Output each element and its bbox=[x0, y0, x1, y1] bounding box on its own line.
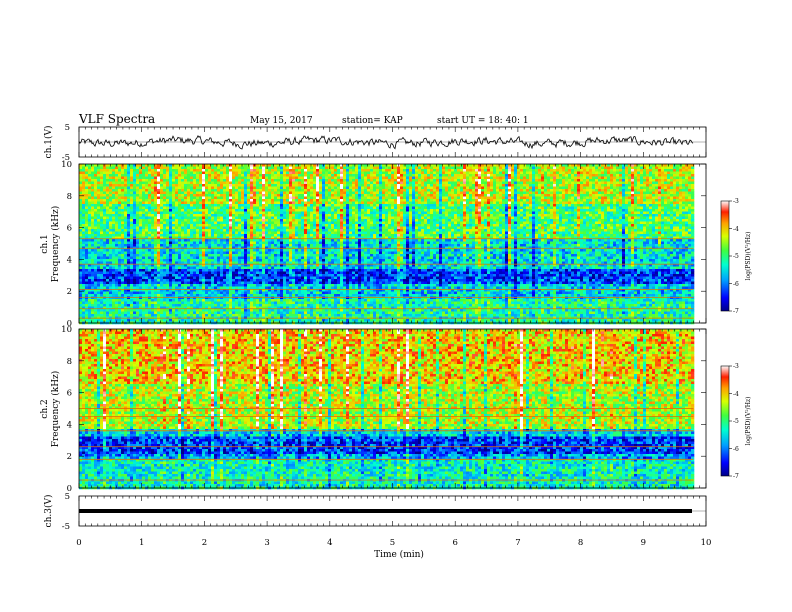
ch1-spectrogram-image bbox=[79, 164, 706, 324]
ch3-trace bbox=[79, 509, 692, 513]
ch2-colorbar: -3 -4 -5 -6 -7 log(PSD)(V²/Hz) bbox=[721, 363, 752, 480]
x-tick-label: 0 bbox=[76, 538, 81, 548]
x-tick-label: 7 bbox=[515, 538, 520, 548]
freq-tick-label: 2 bbox=[67, 287, 72, 297]
freq-tick-label: 8 bbox=[67, 357, 72, 367]
x-axis-label: Time (min) bbox=[374, 549, 424, 560]
x-tick-labels: 0 1 2 3 4 5 6 7 8 9 10 bbox=[76, 538, 711, 548]
x-tick-label: 2 bbox=[202, 538, 207, 548]
ch2-spectrogram-image bbox=[79, 329, 706, 489]
station-label: station= KAP bbox=[342, 116, 403, 126]
freq-tick-label: 6 bbox=[67, 389, 72, 399]
freq-tick-label: 8 bbox=[67, 192, 72, 202]
freq-tick-label: 6 bbox=[67, 224, 72, 234]
cb1-tick-m7: -7 bbox=[733, 308, 739, 315]
freq-tick-label: 2 bbox=[67, 452, 72, 462]
date-label: May 15, 2017 bbox=[250, 116, 313, 126]
cb1-tick-m6: -6 bbox=[733, 281, 739, 288]
cb2-tick-m4: -4 bbox=[733, 391, 739, 398]
x-tick-label: 10 bbox=[701, 538, 712, 548]
cb2-label: log(PSD)(V²/Hz) bbox=[745, 397, 752, 446]
cb2-tick-m7: -7 bbox=[733, 473, 739, 480]
ch1-ylabel-channel: ch.1 bbox=[40, 234, 50, 253]
figure-title: VLF Spectra bbox=[78, 112, 155, 126]
ch3-waveform-panel: 5 -5 ch.3(V) bbox=[43, 492, 706, 532]
ch1-ytick-top: 5 bbox=[65, 123, 70, 133]
x-tick-label: 9 bbox=[641, 538, 646, 548]
x-tick-label: 1 bbox=[139, 538, 144, 548]
cb2-tick-m6: -6 bbox=[733, 446, 739, 453]
ch3-ytick-bottom: -5 bbox=[62, 522, 70, 532]
freq-tick-label: 4 bbox=[67, 255, 72, 265]
ch1-colorbar: -3 -4 -5 -6 -7 log(PSD)(V²/Hz) bbox=[721, 198, 752, 315]
ch1-waveform-panel: 5 -5 ch.1(V) bbox=[43, 123, 706, 163]
freq-tick-label: 4 bbox=[67, 420, 72, 430]
cb1-tick-m5: -5 bbox=[733, 253, 739, 260]
freq-tick-label: 10 bbox=[61, 325, 72, 335]
cb1-label: log(PSD)(V²/Hz) bbox=[745, 232, 752, 281]
freq-tick-label: 10 bbox=[61, 160, 72, 170]
cb2-tick-m3: -3 bbox=[733, 363, 739, 370]
x-tick-label: 6 bbox=[452, 538, 457, 548]
ch3-ytick-top: 5 bbox=[65, 492, 70, 502]
ch1-ylabel-frequency: Frequency (kHz) bbox=[50, 206, 61, 283]
start-time-label: start UT = 18: 40: 1 bbox=[437, 116, 529, 126]
cb2-tick-m5: -5 bbox=[733, 418, 739, 425]
ch1-ylabel: ch.1(V) bbox=[43, 126, 54, 159]
cb1-tick-m4: -4 bbox=[733, 226, 739, 233]
ch2-ylabel-frequency: Frequency (kHz) bbox=[50, 371, 61, 448]
cb1-tick-m3: -3 bbox=[733, 198, 739, 205]
x-tick-label: 5 bbox=[390, 538, 395, 548]
x-tick-label: 8 bbox=[578, 538, 583, 548]
x-tick-label: 4 bbox=[327, 538, 332, 548]
x-tick-label: 3 bbox=[264, 538, 269, 548]
vlf-spectra-figure: VLF Spectra May 15, 2017 station= KAP st… bbox=[0, 0, 792, 612]
ch2-ylabel-channel: ch.2 bbox=[40, 399, 50, 418]
ch3-ylabel: ch.3(V) bbox=[43, 495, 54, 528]
